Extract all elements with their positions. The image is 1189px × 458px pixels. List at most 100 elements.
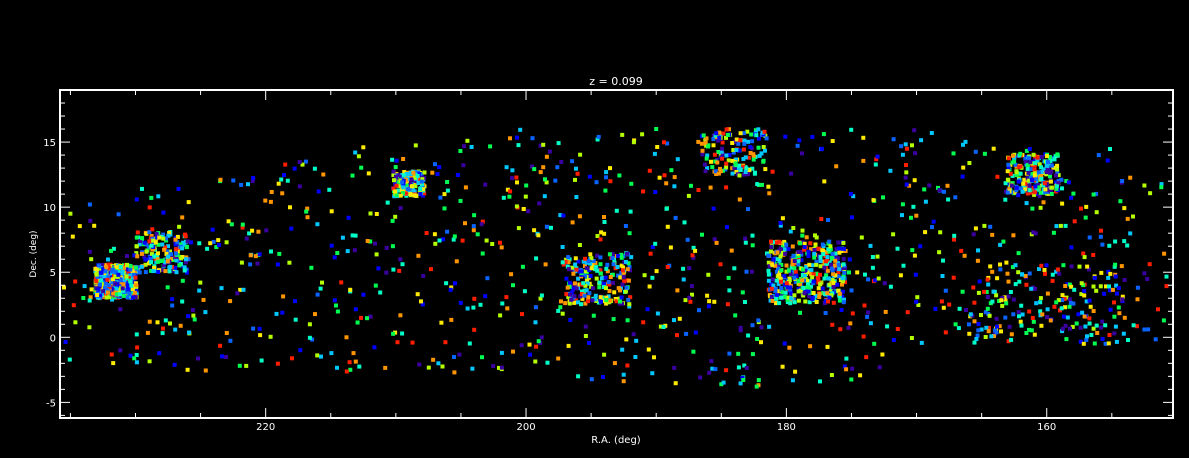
- galaxy-point: [228, 338, 233, 343]
- galaxy-point: [986, 329, 991, 334]
- galaxy-point: [1021, 181, 1026, 186]
- galaxy-point: [818, 379, 822, 384]
- galaxy-point: [619, 295, 624, 300]
- galaxy-point: [705, 166, 710, 171]
- galaxy-point: [197, 288, 202, 293]
- galaxy-point: [1014, 188, 1019, 193]
- galaxy-point: [462, 144, 467, 149]
- galaxy-point: [812, 298, 817, 303]
- galaxy-point: [675, 333, 679, 338]
- galaxy-point: [177, 263, 182, 268]
- galaxy-point: [217, 243, 222, 247]
- galaxy-point: [164, 238, 169, 243]
- galaxy-point: [873, 278, 878, 283]
- galaxy-point: [444, 281, 449, 286]
- galaxy-point: [214, 245, 219, 250]
- galaxy-point: [774, 296, 779, 301]
- galaxy-point: [810, 134, 815, 139]
- galaxy-point: [586, 299, 590, 304]
- galaxy-point: [957, 306, 962, 311]
- galaxy-point: [1027, 188, 1032, 193]
- galaxy-point: [1095, 331, 1100, 335]
- galaxy-point: [861, 158, 866, 163]
- galaxy-point: [828, 244, 833, 249]
- galaxy-point: [654, 269, 659, 274]
- galaxy-point: [309, 265, 314, 270]
- galaxy-point: [930, 225, 934, 230]
- galaxy-point: [929, 131, 934, 135]
- galaxy-point: [911, 204, 916, 209]
- galaxy-point: [1079, 206, 1083, 211]
- galaxy-point: [1092, 275, 1097, 280]
- galaxy-point: [99, 270, 104, 275]
- galaxy-point: [180, 215, 185, 220]
- galaxy-point: [982, 289, 987, 294]
- galaxy-point: [461, 163, 466, 168]
- galaxy-point: [841, 240, 846, 245]
- galaxy-point: [1054, 224, 1059, 229]
- galaxy-point: [583, 301, 588, 306]
- galaxy-point: [803, 299, 808, 304]
- galaxy-point: [356, 154, 361, 159]
- galaxy-point: [741, 165, 746, 170]
- galaxy-point: [725, 225, 729, 230]
- galaxy-point: [240, 225, 245, 230]
- galaxy-point: [994, 293, 999, 298]
- galaxy-point: [1047, 185, 1052, 190]
- galaxy-point: [1028, 175, 1033, 180]
- galaxy-point: [192, 317, 197, 322]
- galaxy-point: [167, 230, 172, 235]
- galaxy-point: [155, 320, 160, 325]
- galaxy-point: [581, 281, 586, 286]
- galaxy-point: [968, 312, 973, 317]
- galaxy-point: [126, 295, 130, 300]
- galaxy-point: [1159, 182, 1164, 187]
- galaxy-point: [1063, 323, 1068, 328]
- galaxy-point: [280, 191, 285, 196]
- galaxy-point: [404, 172, 409, 176]
- galaxy-point: [460, 238, 465, 243]
- galaxy-point: [96, 287, 101, 292]
- galaxy-point: [959, 248, 964, 253]
- galaxy-point: [691, 255, 696, 260]
- galaxy-point: [891, 137, 896, 142]
- galaxy-point: [211, 239, 216, 244]
- galaxy-point: [936, 185, 940, 190]
- galaxy-point: [424, 231, 429, 235]
- galaxy-point: [445, 180, 450, 184]
- galaxy-point: [839, 249, 844, 253]
- galaxy-point: [762, 129, 767, 134]
- galaxy-point: [611, 262, 616, 267]
- galaxy-point: [760, 182, 764, 187]
- galaxy-point: [437, 165, 442, 170]
- galaxy-point: [129, 283, 134, 288]
- galaxy-point: [809, 284, 813, 289]
- galaxy-point: [1055, 267, 1060, 272]
- galaxy-point: [875, 154, 880, 159]
- galaxy-point: [155, 256, 160, 261]
- galaxy-point: [605, 262, 610, 267]
- galaxy-point: [196, 356, 200, 361]
- galaxy-point: [608, 179, 613, 184]
- galaxy-point: [131, 284, 136, 289]
- galaxy-point: [131, 265, 136, 270]
- galaxy-point: [480, 355, 484, 360]
- galaxy-point: [706, 272, 711, 277]
- galaxy-point: [650, 245, 655, 249]
- galaxy-point: [790, 262, 795, 267]
- galaxy-point: [743, 170, 748, 174]
- galaxy-point: [738, 138, 743, 143]
- galaxy-point: [604, 175, 608, 180]
- galaxy-point: [704, 136, 709, 141]
- galaxy-point: [1011, 233, 1016, 238]
- galaxy-point: [724, 153, 729, 158]
- galaxy-point: [104, 295, 109, 300]
- galaxy-point: [862, 303, 867, 308]
- galaxy-point: [606, 280, 611, 284]
- galaxy-point: [604, 266, 609, 271]
- galaxy-point: [532, 228, 537, 233]
- galaxy-point: [704, 156, 709, 161]
- galaxy-point: [329, 243, 334, 248]
- galaxy-point: [749, 132, 754, 137]
- galaxy-point: [850, 311, 855, 316]
